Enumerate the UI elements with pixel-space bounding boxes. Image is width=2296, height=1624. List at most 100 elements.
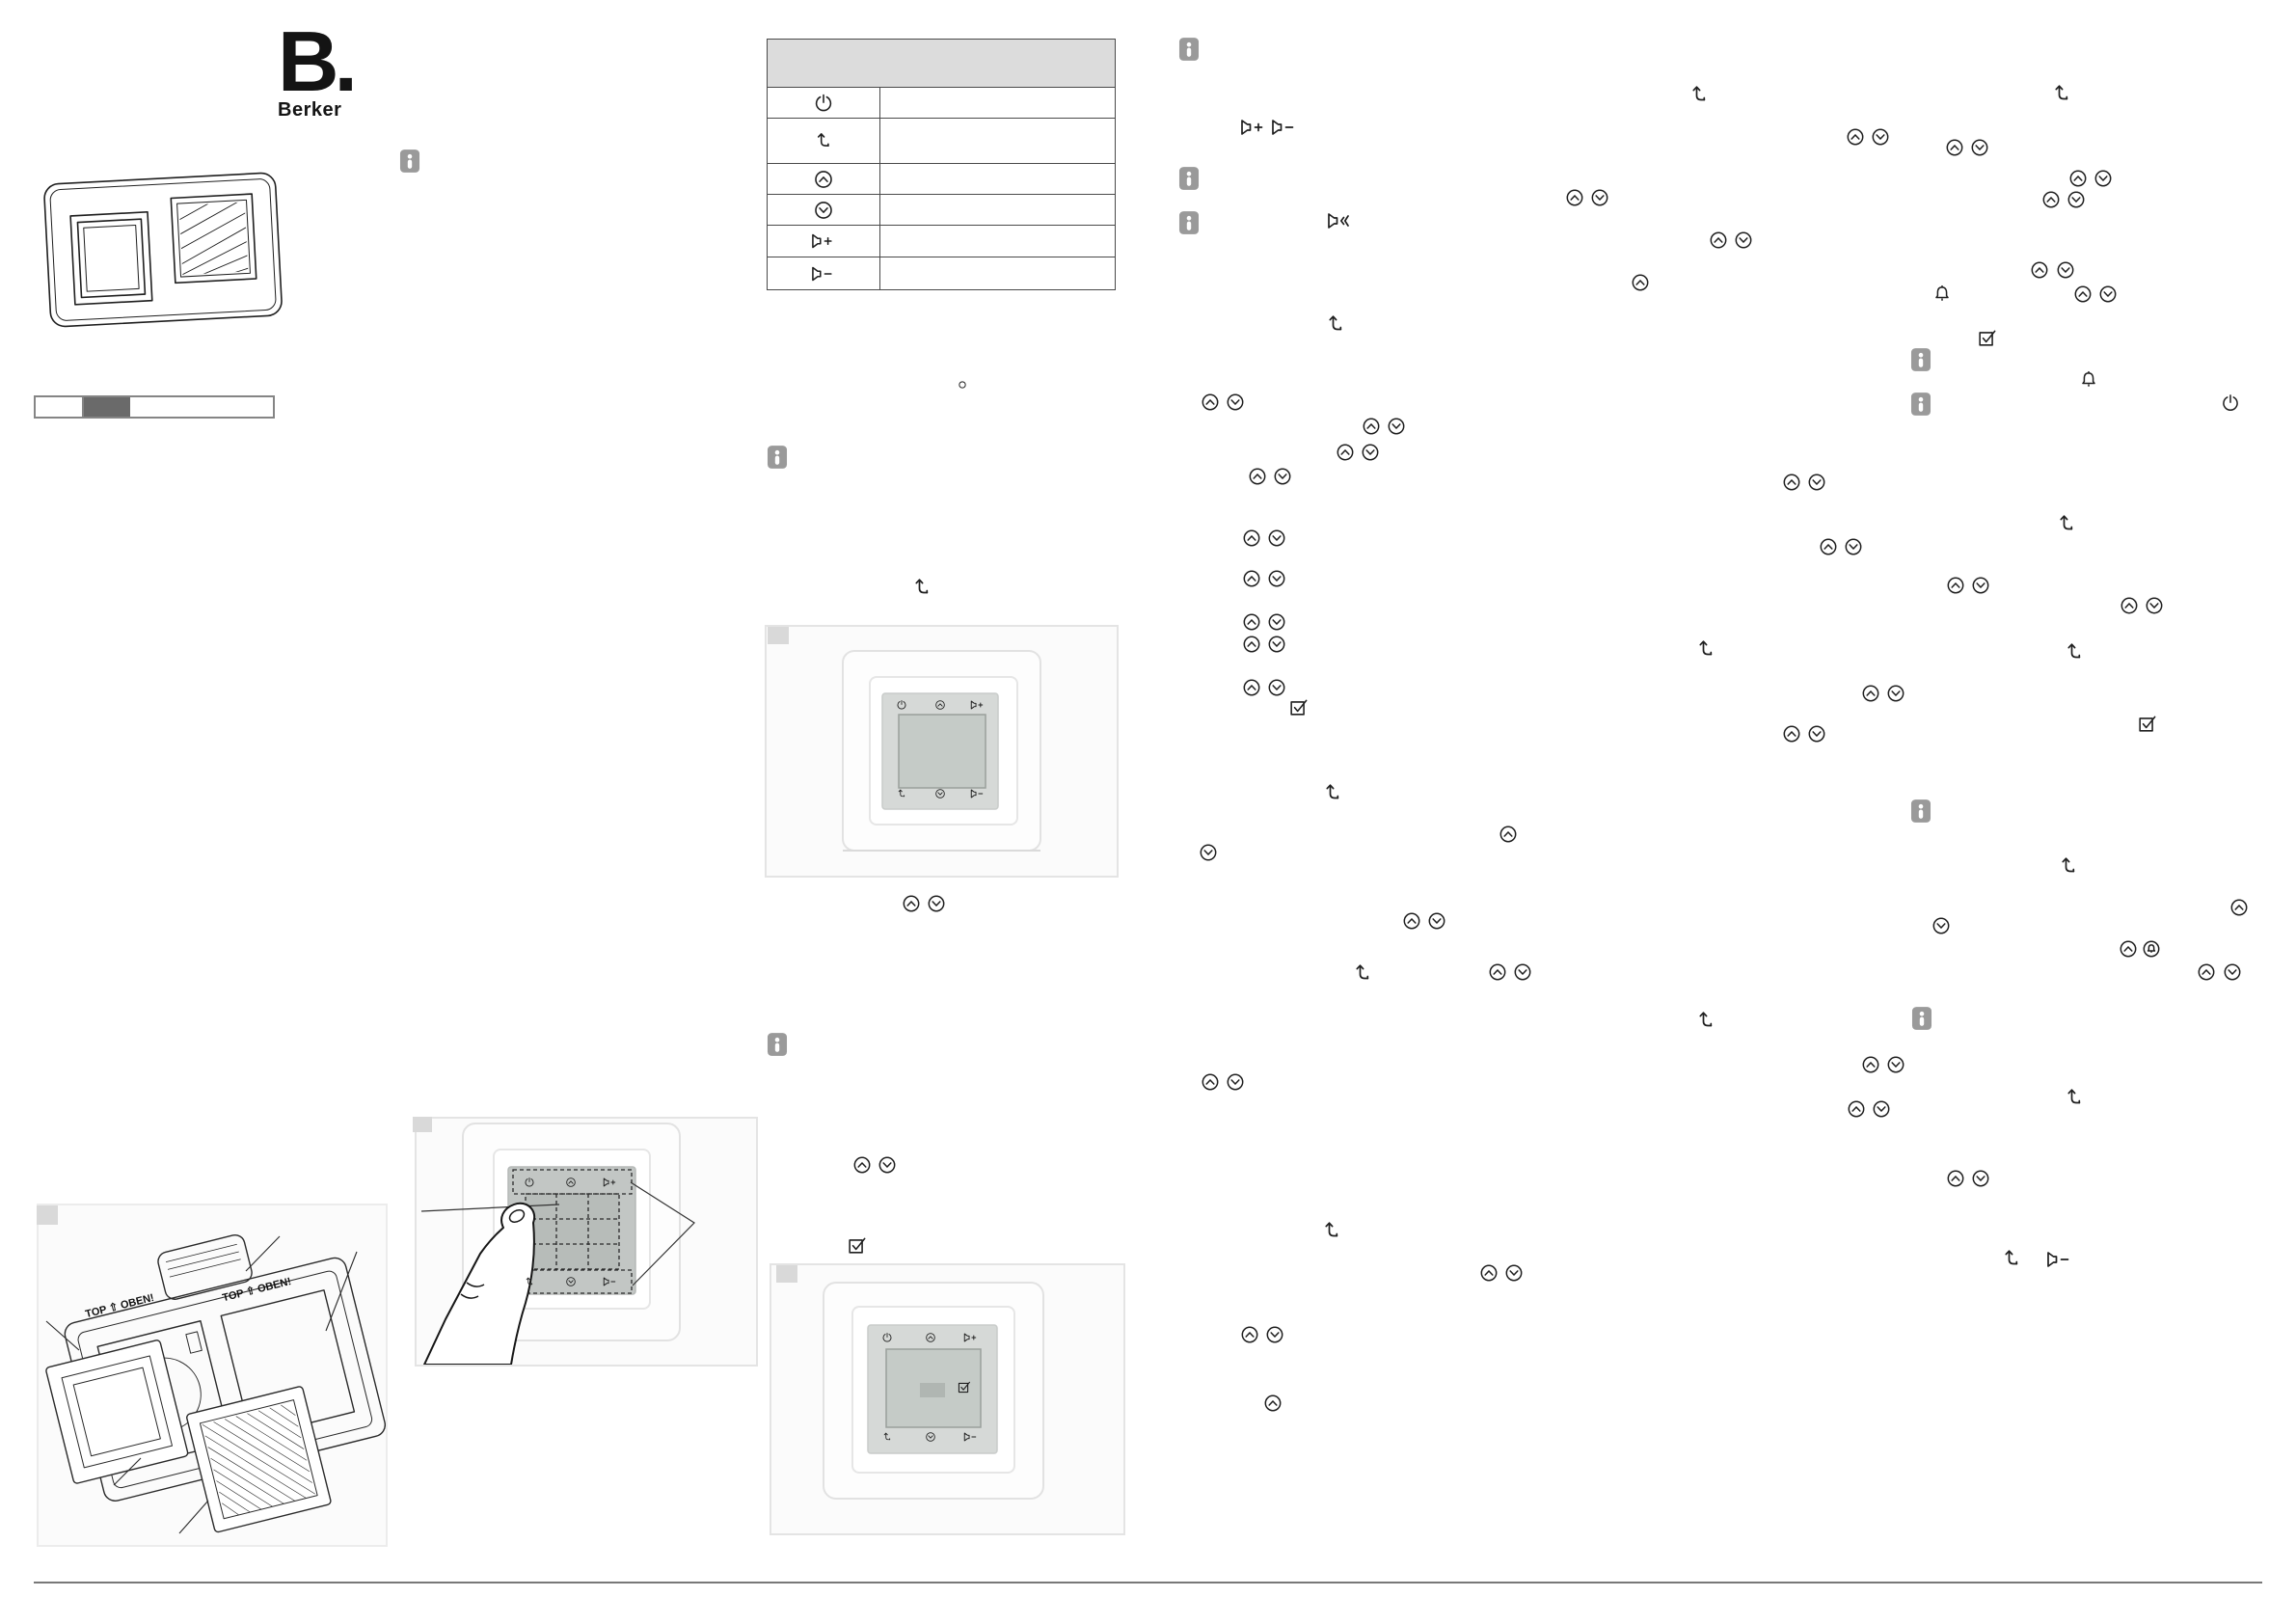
chev-up-icon bbox=[1846, 1098, 1868, 1121]
return-icon bbox=[1693, 636, 1718, 662]
return-icon bbox=[909, 575, 934, 600]
legend-description bbox=[879, 225, 1116, 257]
return-icon bbox=[896, 788, 908, 800]
info-icon bbox=[767, 1033, 788, 1057]
chev-up-icon bbox=[1361, 416, 1383, 438]
legend-description bbox=[879, 194, 1116, 226]
figure-touch-zones bbox=[415, 1117, 758, 1367]
info-icon bbox=[1911, 1007, 1932, 1031]
chev-up-icon bbox=[925, 1332, 937, 1344]
chev-down-icon bbox=[1264, 1324, 1286, 1346]
chev-down-icon bbox=[565, 1276, 578, 1288]
locator-filled-segment bbox=[84, 397, 130, 417]
locator-divider bbox=[82, 397, 84, 417]
chev-down-icon bbox=[1843, 536, 1865, 558]
chev-down-icon bbox=[1970, 575, 1992, 597]
chev-down-icon bbox=[1512, 961, 1534, 984]
chev-down-icon bbox=[767, 194, 880, 226]
touch-zones-photo bbox=[417, 1119, 756, 1365]
chev-up-icon bbox=[1781, 472, 1803, 494]
return-icon bbox=[1350, 961, 1375, 986]
figure3-marker bbox=[776, 1265, 797, 1283]
legend-row bbox=[767, 118, 1116, 164]
chev-up-icon bbox=[2119, 595, 2141, 617]
speaker-waves-icon bbox=[1325, 208, 1356, 233]
chev-down-icon bbox=[1871, 1098, 1893, 1121]
pointing-finger-illustration bbox=[423, 1202, 536, 1365]
product-line-drawing bbox=[43, 172, 283, 328]
chev-up-icon bbox=[1781, 723, 1803, 745]
legend-row bbox=[767, 87, 1116, 119]
chev-up-icon bbox=[1860, 683, 1882, 705]
legend-description bbox=[879, 163, 1116, 195]
chev-up-icon bbox=[1630, 272, 1652, 294]
chev-down-icon bbox=[1426, 910, 1448, 933]
vol-minus-icon bbox=[602, 1275, 619, 1289]
bell-circle-icon bbox=[2141, 938, 2163, 961]
chev-down-icon bbox=[1931, 915, 1953, 937]
return-icon bbox=[1319, 1218, 1344, 1243]
chev-down-icon bbox=[2222, 961, 2244, 984]
chev-down-icon bbox=[926, 893, 948, 915]
chev-down-icon bbox=[1969, 137, 1991, 159]
exploded-view-marker bbox=[37, 1205, 58, 1225]
button-legend-table bbox=[767, 39, 1116, 290]
logo-mark: B. bbox=[278, 14, 358, 109]
chev-down-icon bbox=[1266, 634, 1288, 656]
vol-plus-icon bbox=[1238, 115, 1269, 140]
chev-up-icon bbox=[2228, 897, 2251, 919]
chev-up-icon bbox=[2067, 168, 2090, 190]
figure-device-front bbox=[765, 625, 1119, 878]
vol-plus-icon bbox=[767, 225, 880, 257]
legend-description bbox=[879, 87, 1116, 119]
info-icon bbox=[399, 149, 420, 174]
chev-up-icon bbox=[1944, 137, 1966, 159]
display-content-block bbox=[920, 1383, 945, 1397]
chev-up-icon bbox=[1200, 1071, 1222, 1094]
legend-row bbox=[767, 257, 1116, 290]
return-icon bbox=[2062, 639, 2087, 664]
bell-icon bbox=[2078, 369, 2100, 392]
chev-down-icon bbox=[1806, 723, 1828, 745]
chev-down-icon bbox=[1589, 187, 1611, 209]
vol-plus-icon bbox=[962, 1331, 980, 1345]
info-icon bbox=[1178, 38, 1200, 62]
legend-description bbox=[879, 257, 1116, 290]
chev-up-icon bbox=[1239, 1324, 1261, 1346]
logo-wordmark: Berker bbox=[278, 98, 342, 121]
chev-down-icon bbox=[1733, 230, 1755, 252]
power-icon bbox=[881, 1332, 894, 1344]
figure1-marker bbox=[768, 627, 789, 644]
info-icon bbox=[767, 446, 788, 470]
chev-up-icon bbox=[1564, 187, 1586, 209]
chev-down-icon bbox=[1272, 466, 1294, 488]
checkbox-icon bbox=[1287, 695, 1310, 718]
power-icon bbox=[896, 699, 908, 712]
info-icon bbox=[1178, 211, 1200, 235]
vol-plus-icon bbox=[969, 698, 986, 713]
chev-down-icon bbox=[1360, 442, 1382, 464]
chev-down-icon bbox=[1386, 416, 1408, 438]
return-icon bbox=[524, 1276, 536, 1288]
chev-up-icon bbox=[565, 1177, 578, 1189]
chev-up-icon bbox=[1241, 611, 1263, 634]
exploded-assembly-drawing: TOP ⇧ OBEN! TOP ⇧ OBEN! bbox=[45, 1233, 386, 1534]
checkbox-icon bbox=[846, 1233, 869, 1257]
chev-down-icon bbox=[1806, 472, 1828, 494]
chev-down-icon bbox=[1225, 392, 1247, 414]
legend-description bbox=[879, 118, 1116, 164]
chev-up-icon bbox=[1860, 1054, 1882, 1076]
chev-down-icon bbox=[2093, 168, 2115, 190]
chev-up-icon bbox=[2118, 938, 2140, 961]
return-icon bbox=[2056, 853, 2081, 879]
chev-down-icon bbox=[877, 1154, 899, 1177]
chev-down-icon bbox=[925, 1431, 937, 1444]
chev-up-icon bbox=[767, 163, 880, 195]
chev-down-icon bbox=[1885, 1054, 1907, 1076]
legend-row bbox=[767, 194, 1116, 226]
chev-down-icon bbox=[934, 788, 947, 800]
chev-up-icon bbox=[1241, 677, 1263, 699]
chev-down-icon bbox=[1266, 677, 1288, 699]
figure-exploded-view: TOP ⇧ OBEN! TOP ⇧ OBEN! bbox=[37, 1204, 388, 1547]
device-photo bbox=[767, 627, 1117, 876]
